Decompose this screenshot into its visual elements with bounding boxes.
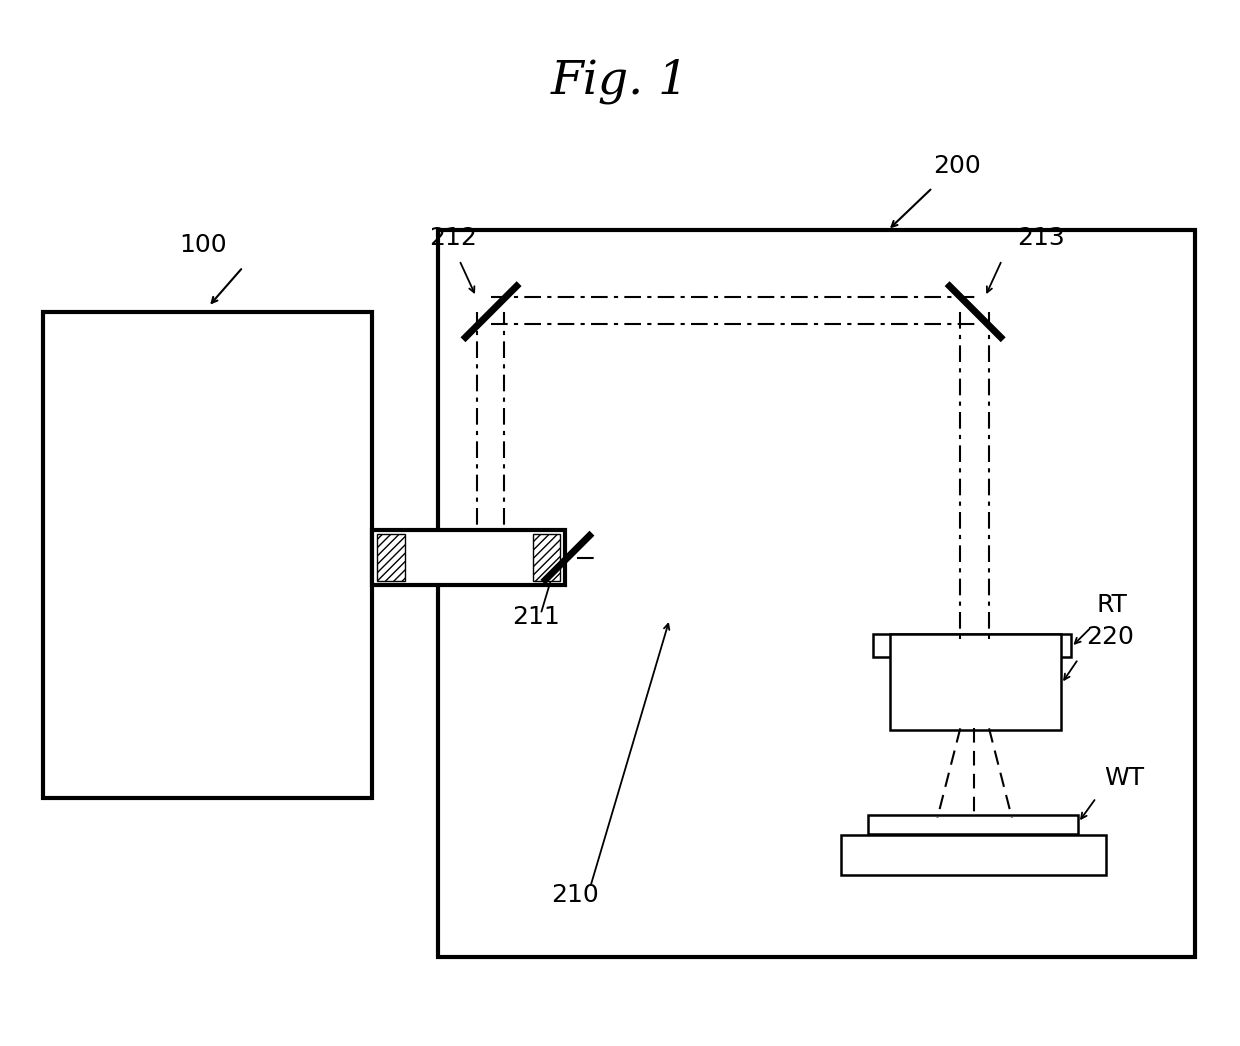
Text: Fig. 1: Fig. 1: [551, 59, 689, 105]
Bar: [372, 530, 565, 585]
Text: 220: 220: [1086, 626, 1135, 649]
Text: WT: WT: [1104, 766, 1145, 790]
Text: 210: 210: [552, 883, 599, 907]
Text: 213: 213: [1017, 226, 1065, 250]
Bar: [533, 535, 560, 581]
Text: 211: 211: [512, 606, 559, 629]
Bar: [868, 815, 1079, 835]
Bar: [42, 312, 372, 798]
Bar: [377, 535, 404, 581]
Text: 212: 212: [429, 226, 477, 250]
Text: RT: RT: [1096, 593, 1127, 617]
Text: 200: 200: [934, 154, 981, 178]
Text: 100: 100: [180, 233, 227, 257]
Bar: [873, 634, 1071, 657]
Bar: [439, 230, 1195, 956]
Bar: [890, 634, 1061, 730]
Bar: [841, 836, 1106, 876]
